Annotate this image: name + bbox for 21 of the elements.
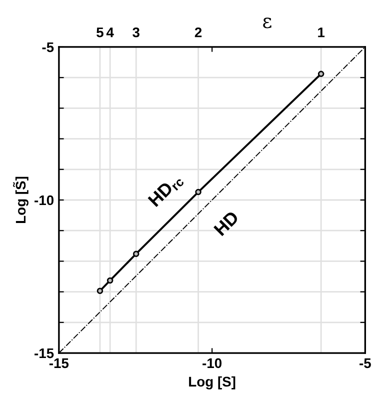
x-axis-title: Log [S]	[189, 376, 236, 390]
y-tick-label: -15	[34, 348, 54, 358]
text: 3	[132, 27, 140, 38]
point	[318, 70, 324, 78]
x-tick-label: -15	[49, 358, 69, 368]
point	[195, 188, 202, 196]
annotation: HD$_{rc}$	[148, 172, 185, 210]
text: 1	[318, 28, 325, 38]
y-tick-label: -5	[42, 42, 54, 52]
x-tick-label: -10	[202, 358, 222, 368]
y-axis-title: Log [S̃]	[13, 176, 28, 223]
text: 5	[96, 28, 104, 38]
point	[132, 250, 140, 257]
text: ε	[263, 18, 272, 28]
point	[106, 277, 114, 284]
annotation: HD	[214, 210, 240, 236]
x-tick-label: -5	[360, 358, 371, 368]
text: 4	[106, 28, 114, 38]
text: 2	[194, 27, 202, 38]
y-tick-label: -10	[34, 195, 54, 206]
point	[96, 288, 104, 294]
